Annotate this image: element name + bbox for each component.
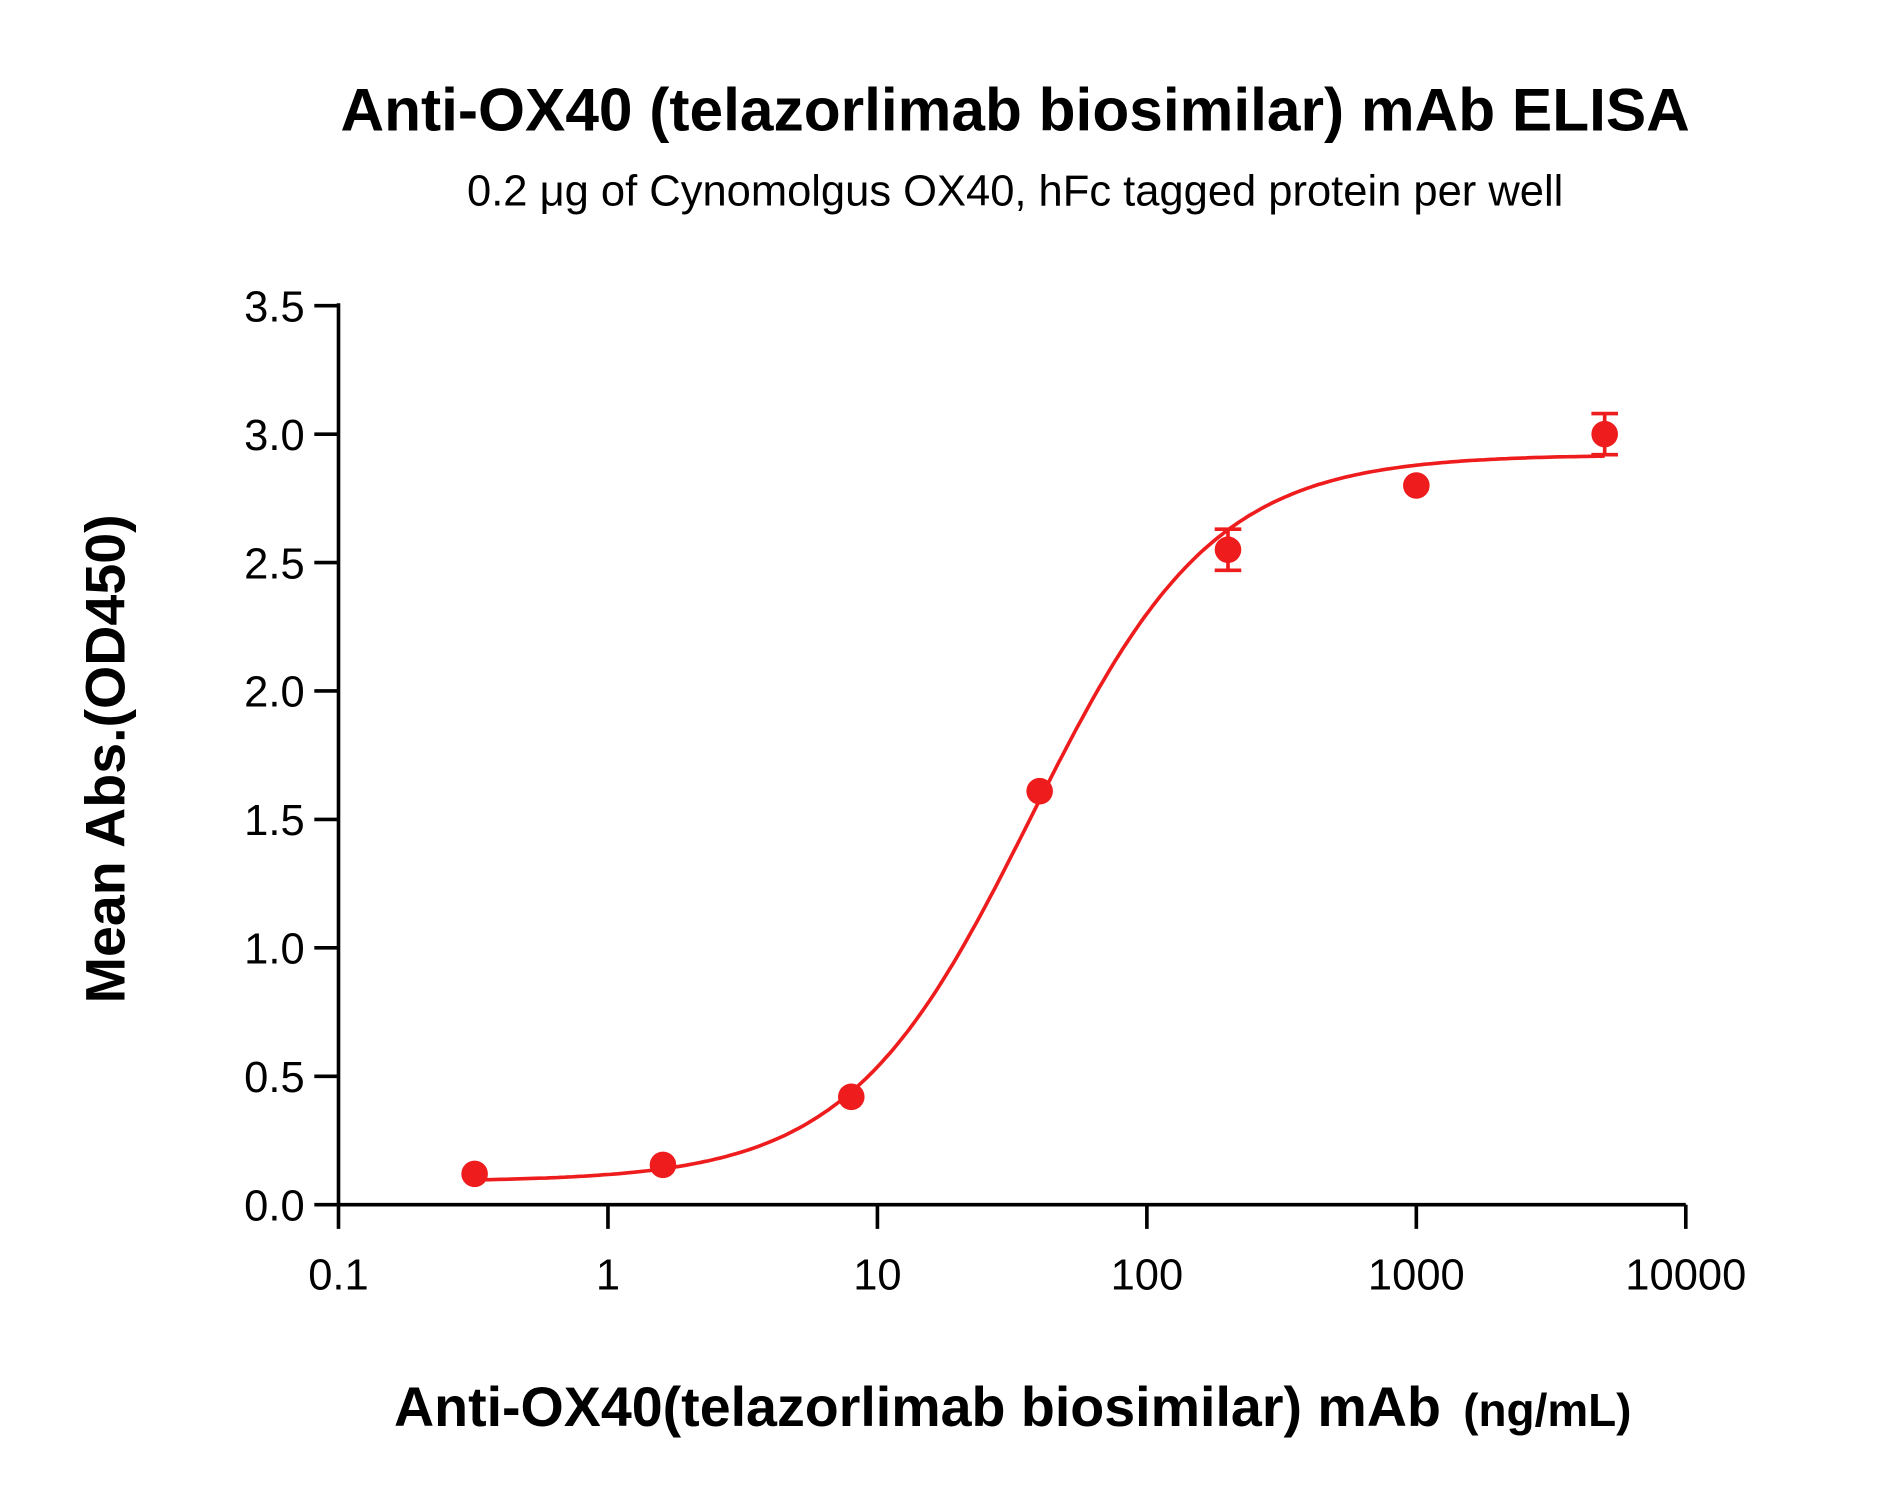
y-tick-label: 0.5 bbox=[244, 1054, 304, 1102]
chart-subtitle: 0.2 μg of Cynomolgus OX40, hFc tagged pr… bbox=[467, 167, 1563, 215]
y-axis-label: Mean Abs.(OD450) bbox=[75, 514, 137, 1003]
data-point bbox=[1591, 420, 1618, 448]
fit-curve bbox=[474, 454, 1605, 1182]
y-tick-label: 3.0 bbox=[244, 412, 304, 460]
x-axis-label: Anti-OX40(telazorlimab biosimilar) mAb bbox=[394, 1376, 1441, 1438]
data-point bbox=[649, 1151, 677, 1179]
data-point bbox=[1214, 536, 1242, 564]
y-tick-label: 2.0 bbox=[244, 669, 304, 717]
x-axis-unit: (ng/mL) bbox=[1463, 1384, 1631, 1436]
data-point bbox=[1026, 777, 1053, 805]
chart-title: Anti-OX40 (telazorlimab biosimilar) mAb … bbox=[341, 76, 1690, 144]
x-tick-label: 1000 bbox=[1368, 1251, 1465, 1299]
x-tick-label: 1 bbox=[596, 1251, 620, 1299]
y-tick-label: 1.0 bbox=[244, 926, 304, 974]
x-tick-label: 10000 bbox=[1625, 1251, 1746, 1299]
x-tick-label: 100 bbox=[1111, 1251, 1184, 1299]
x-tick-label: 0.1 bbox=[308, 1251, 368, 1299]
y-tick-label: 2.5 bbox=[244, 540, 304, 588]
data-point bbox=[838, 1083, 865, 1111]
x-axis-label-group: Anti-OX40(telazorlimab biosimilar) mAb (… bbox=[394, 1376, 1631, 1438]
data-point bbox=[461, 1160, 488, 1188]
y-tick-label: 0.0 bbox=[244, 1182, 304, 1230]
x-tick-label: 10 bbox=[853, 1251, 901, 1299]
y-tick-label: 3.5 bbox=[244, 283, 304, 331]
data-point bbox=[1403, 472, 1430, 499]
y-tick-label: 1.5 bbox=[244, 797, 304, 845]
